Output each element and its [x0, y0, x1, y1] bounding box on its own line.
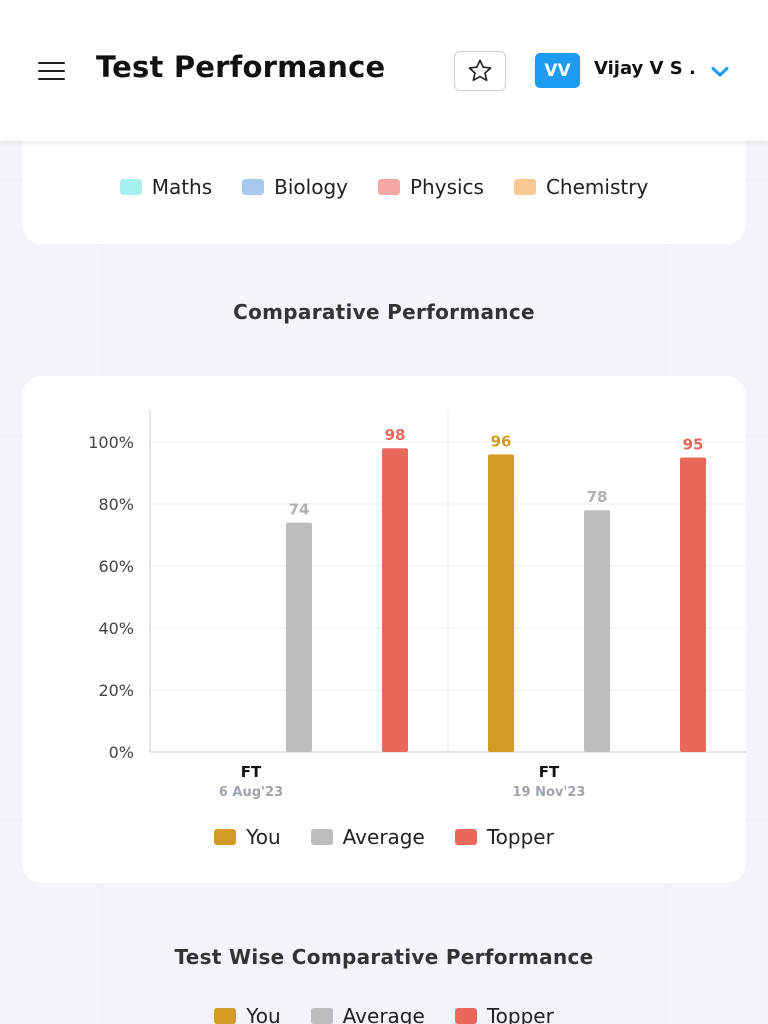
comparative-bar-chart: 0% 20% 40% 60% 80% 100% 74 98 FT 6 Aug'23 96 78 95 FT… — [88, 410, 746, 800]
y-tick-label: 0% — [109, 743, 134, 762]
legend-label: Topper — [486, 1004, 554, 1024]
bar-value-label: 74 — [289, 501, 310, 519]
legend-swatch — [310, 1008, 333, 1024]
comparative-performance-title: Comparative Performance — [233, 300, 535, 324]
bar-average — [286, 522, 312, 752]
legend-item-topper[interactable]: Topper — [454, 825, 554, 849]
test-wise-legend: You Average Topper — [0, 1004, 768, 1024]
legend-swatch — [242, 179, 265, 195]
bar-value-label: 98 — [385, 426, 406, 444]
legend-item-average[interactable]: Average — [310, 825, 425, 849]
x-category-date: 6 Aug'23 — [219, 785, 283, 800]
legend-item-maths[interactable]: Maths — [119, 175, 213, 199]
legend-label: Biology — [274, 175, 348, 199]
y-tick-label: 60% — [98, 557, 134, 576]
legend-item-you[interactable]: You — [214, 1004, 281, 1024]
page-title: Test Performance — [96, 50, 386, 84]
y-tick-label: 100% — [88, 433, 134, 452]
avatar[interactable]: VV — [535, 53, 580, 88]
bar-value-label: 78 — [587, 488, 608, 506]
legend-label: Average — [342, 825, 425, 849]
legend-swatch — [378, 179, 400, 195]
legend-swatch — [214, 1008, 237, 1024]
legend-swatch — [310, 829, 333, 845]
x-category-label: FT — [241, 763, 262, 781]
chevron-down-icon[interactable] — [710, 66, 730, 78]
bar-value-label: 96 — [491, 432, 512, 450]
legend-label: Average — [342, 1004, 425, 1024]
y-tick-label: 20% — [98, 681, 134, 700]
app-header: Test Performance VV Vijay V S . — [0, 0, 768, 141]
legend-item-physics[interactable]: Physics — [378, 175, 484, 199]
legend-swatch — [119, 179, 142, 195]
legend-label: Topper — [486, 825, 554, 849]
x-category-label: FT — [539, 763, 560, 781]
user-name[interactable]: Vijay V S . — [594, 58, 696, 79]
legend-item-biology[interactable]: Biology — [242, 175, 348, 199]
y-tick-label: 80% — [98, 495, 134, 514]
hamburger-menu-icon[interactable] — [38, 58, 66, 82]
legend-item-you[interactable]: You — [214, 825, 281, 849]
legend-swatch — [454, 1008, 477, 1024]
bar-value-label: 95 — [683, 436, 704, 454]
subject-legend: Maths Biology Physics Chemistry — [22, 175, 746, 199]
x-category-date: 19 Nov'23 — [513, 785, 586, 800]
legend-item-chemistry[interactable]: Chemistry — [513, 175, 649, 199]
legend-swatch — [454, 829, 477, 845]
legend-swatch — [513, 179, 536, 195]
bar-topper — [382, 448, 408, 752]
bar-you — [488, 454, 514, 752]
comparative-chart-card: 0% 20% 40% 60% 80% 100% 74 98 FT 6 Aug'23 96 78 95 FT… — [22, 376, 746, 883]
legend-label: Chemistry — [545, 175, 649, 199]
legend-label: You — [246, 1004, 281, 1024]
chart-legend: You Average Topper — [22, 825, 746, 849]
legend-swatch — [214, 829, 237, 845]
bar-average — [584, 510, 610, 752]
favorite-button[interactable] — [454, 51, 506, 91]
star-icon — [468, 59, 492, 82]
bar-topper — [680, 457, 706, 752]
legend-item-topper[interactable]: Topper — [454, 1004, 554, 1024]
legend-label: You — [246, 825, 281, 849]
legend-label: Maths — [151, 175, 213, 199]
legend-item-average[interactable]: Average — [310, 1004, 425, 1024]
legend-label: Physics — [410, 175, 484, 199]
y-tick-label: 40% — [98, 619, 134, 638]
test-wise-comparative-title: Test Wise Comparative Performance — [174, 945, 594, 969]
